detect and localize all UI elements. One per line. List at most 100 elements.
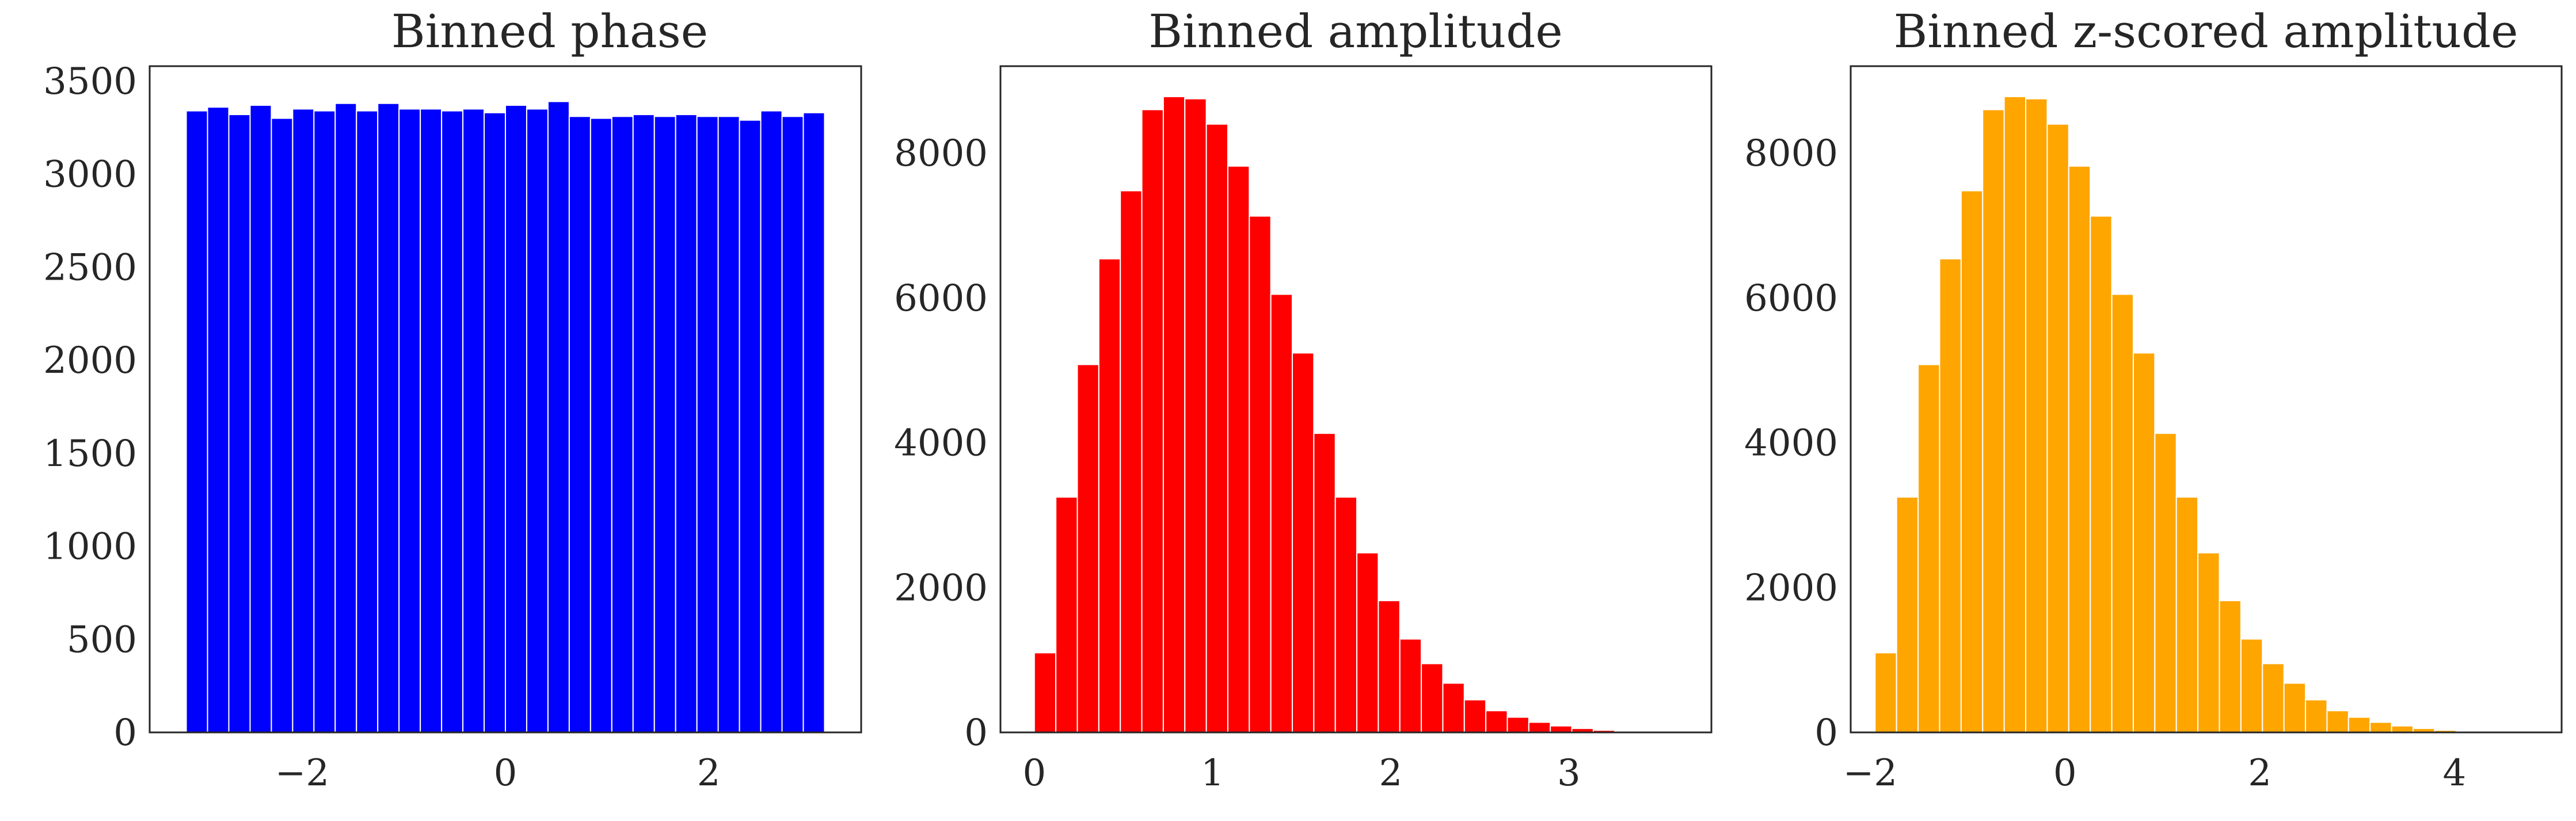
phase-bar — [462, 108, 485, 734]
zscored-amplitude-y-ticks: 0 2000 4000 6000 8000 — [1744, 132, 1838, 754]
amplitude-bar — [1162, 96, 1186, 733]
amplitude-y-tick-label: 0 — [964, 712, 988, 754]
zscored-amplitude-x-tick-label: 4 — [2443, 752, 2467, 795]
zscored-amplitude-bar — [1874, 652, 1897, 733]
amplitude-bar — [1528, 721, 1551, 734]
phase-bar — [271, 117, 294, 734]
phase-axes-frame — [149, 65, 862, 734]
phase-bar — [781, 116, 804, 733]
zscored-amplitude-bar — [2111, 293, 2134, 733]
zscored-amplitude-axes-frame — [1850, 65, 2563, 734]
zscored-amplitude-x-tick-label: −2 — [1843, 752, 1897, 795]
zscored-amplitude-bar — [1939, 258, 1962, 733]
amplitude-histogram-panel: Binned amplitude 0 1 2 3 0 2000 4000 6000 8000 — [894, 5, 1713, 795]
phase-x-tick-label: −2 — [275, 752, 329, 795]
phase-bar — [632, 114, 655, 733]
phase-bar — [420, 108, 443, 734]
phase-y-tick-label: 500 — [67, 618, 137, 661]
phase-y-ticks: 0 500 1000 1500 2000 2500 3000 3500 — [43, 60, 137, 754]
phase-bar — [760, 110, 783, 734]
zscored-amplitude-bar — [2262, 663, 2285, 734]
amplitude-bar — [1184, 98, 1207, 733]
phase-x-tick-label: 0 — [494, 752, 518, 795]
amplitude-y-tick-label: 2000 — [894, 567, 988, 609]
phase-bar — [228, 114, 251, 733]
amplitude-bar — [1033, 652, 1057, 733]
zscored-amplitude-bar — [2068, 165, 2091, 733]
zscored-amplitude-bar — [2326, 710, 2349, 734]
zscored-amplitude-bar — [2283, 682, 2307, 733]
zscored-amplitude-chart-title: Binned z-scored amplitude — [1894, 5, 2518, 58]
phase-bar — [675, 114, 698, 733]
phase-bar — [589, 117, 612, 734]
amplitude-bar — [1485, 710, 1508, 734]
phase-y-tick-label: 3000 — [43, 154, 137, 196]
phase-bar — [398, 108, 421, 734]
zscored-amplitude-y-tick-label: 8000 — [1744, 132, 1838, 175]
phase-bar — [568, 116, 591, 733]
zscored-amplitude-y-tick-label: 2000 — [1744, 567, 1838, 609]
zscored-amplitude-bar — [2305, 699, 2328, 733]
amplitude-bar — [1463, 699, 1487, 733]
zscored-amplitude-bar — [2369, 721, 2392, 734]
amplitude-bar — [1313, 433, 1336, 733]
phase-bar — [377, 102, 400, 733]
amplitude-bar — [1334, 496, 1358, 733]
amplitude-bar — [1270, 293, 1293, 733]
zscored-amplitude-bar — [1896, 496, 1919, 733]
phase-bar — [547, 101, 570, 733]
amplitude-bar — [1076, 364, 1099, 733]
zscored-amplitude-bar — [2025, 98, 2048, 733]
amplitude-bar — [1442, 682, 1465, 733]
amplitude-x-ticks: 0 1 2 3 — [1022, 752, 1580, 795]
amplitude-bar — [1098, 258, 1121, 733]
amplitude-bar — [1055, 496, 1078, 733]
amplitude-bars — [1033, 96, 1680, 734]
zscored-amplitude-bar — [2240, 638, 2263, 734]
amplitude-bar — [1356, 552, 1379, 734]
zscored-amplitude-bar — [2132, 352, 2156, 733]
zscored-amplitude-bar — [1917, 364, 1940, 733]
phase-bar — [334, 102, 357, 733]
amplitude-bar — [1399, 638, 1422, 734]
amplitude-axes-frame — [999, 65, 1713, 734]
zscored-amplitude-bar — [2003, 96, 2027, 733]
zscored-amplitude-bar — [2391, 725, 2414, 734]
amplitude-bar — [1421, 663, 1444, 734]
phase-bar — [292, 108, 315, 734]
amplitude-bar — [1292, 352, 1315, 733]
phase-bar — [207, 106, 230, 734]
amplitude-bar — [1506, 716, 1529, 733]
zscored-amplitude-x-ticks: −2 0 2 4 — [1843, 752, 2467, 795]
amplitude-bar — [1120, 190, 1143, 733]
zscored-amplitude-x-tick-label: 0 — [2053, 752, 2077, 795]
amplitude-x-tick-label: 2 — [1379, 752, 1402, 795]
zscored-amplitude-bar — [1960, 190, 1984, 733]
zscored-amplitude-bar — [1982, 109, 2005, 734]
phase-bar — [441, 110, 464, 734]
phase-y-tick-label: 2000 — [43, 339, 137, 382]
phase-bar — [484, 112, 507, 733]
amplitude-chart-title: Binned amplitude — [1148, 5, 1563, 58]
amplitude-bar — [1378, 599, 1401, 733]
zscored-amplitude-bar — [2175, 496, 2199, 733]
phase-bar — [313, 110, 336, 734]
phase-bar — [717, 116, 740, 733]
phase-y-tick-label: 1500 — [43, 433, 137, 475]
phase-y-tick-label: 1000 — [43, 526, 137, 568]
phase-histogram-panel: Binned phase −2 0 2 0 500 1000 1500 2000 2500 30… — [43, 5, 862, 795]
zscored-amplitude-y-tick-label: 4000 — [1744, 422, 1838, 465]
zscored-amplitude-bars — [1874, 96, 2521, 734]
amplitude-bar — [1249, 215, 1272, 733]
phase-bar — [802, 112, 825, 733]
phase-bar — [611, 116, 634, 733]
phase-bar — [356, 110, 379, 734]
amplitude-y-tick-label: 4000 — [894, 422, 988, 465]
amplitude-bar — [1227, 165, 1250, 733]
zscored-amplitude-y-tick-label: 0 — [1814, 712, 1838, 754]
phase-bar — [249, 104, 272, 733]
amplitude-bar — [1141, 109, 1164, 734]
zscored-amplitude-bar — [2046, 123, 2069, 733]
phase-bars — [185, 101, 825, 734]
phase-bar — [696, 116, 719, 733]
